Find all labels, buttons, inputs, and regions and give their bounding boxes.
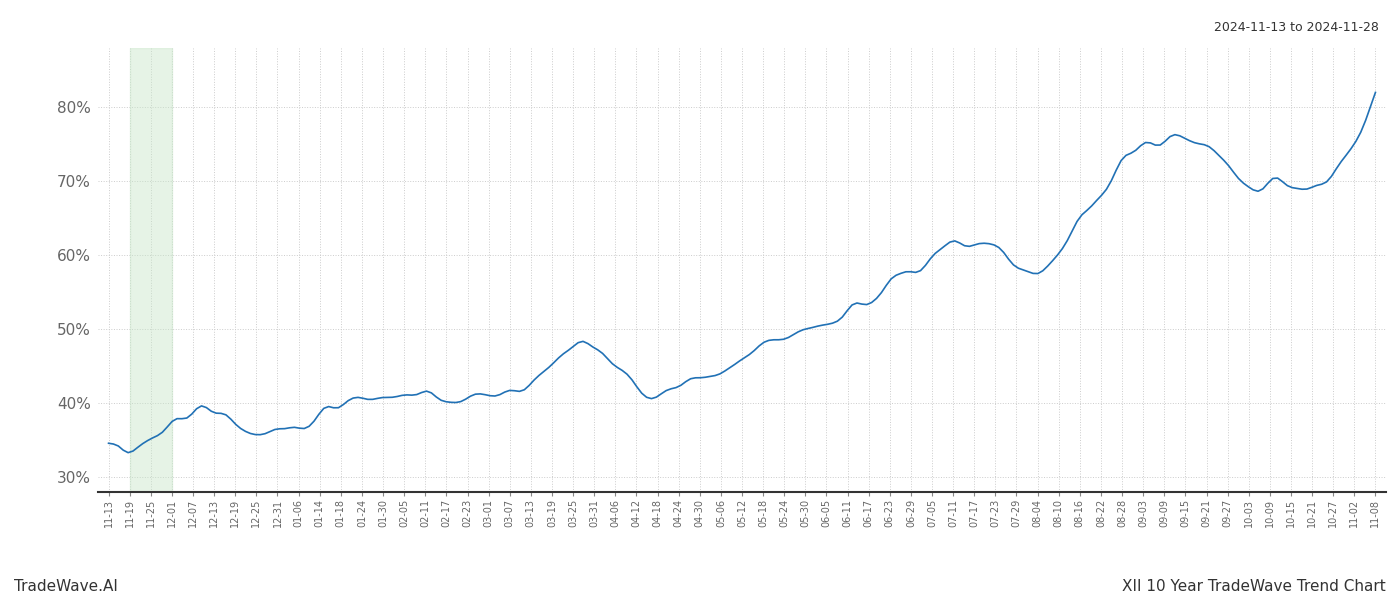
Text: TradeWave.AI: TradeWave.AI [14, 579, 118, 594]
Text: 2024-11-13 to 2024-11-28: 2024-11-13 to 2024-11-28 [1214, 21, 1379, 34]
Bar [130, 48, 172, 492]
Text: XII 10 Year TradeWave Trend Chart: XII 10 Year TradeWave Trend Chart [1123, 579, 1386, 594]
